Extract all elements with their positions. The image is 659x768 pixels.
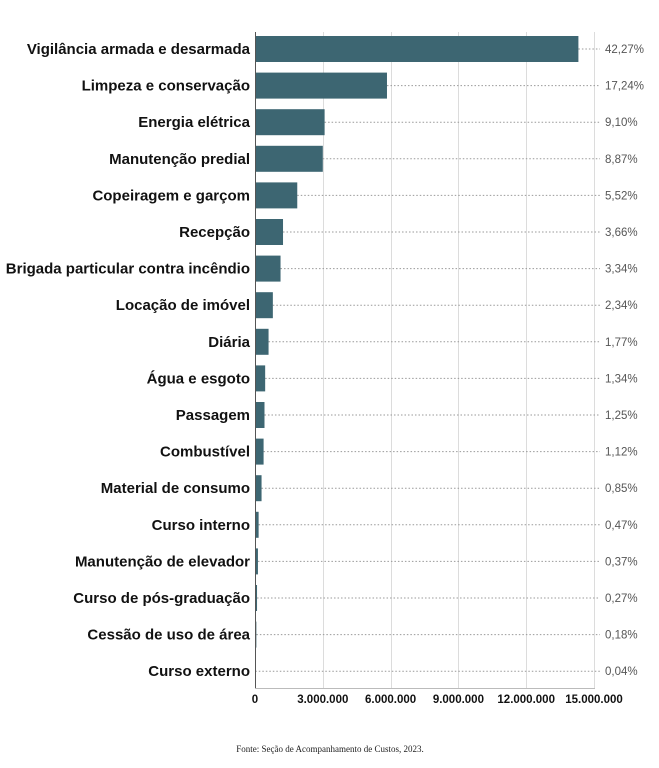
data-label: 17,24% — [605, 81, 644, 93]
category-label: Vigilância armada e desarmada — [27, 41, 251, 58]
category-label: Brigada particular contra incêndio — [6, 261, 250, 278]
data-label: 1,12% — [605, 447, 638, 459]
bar — [255, 548, 258, 575]
data-label: 1,25% — [605, 410, 638, 422]
bar — [255, 585, 258, 611]
gridlines — [323, 32, 595, 688]
x-tick-label: 15.000.000 — [565, 694, 623, 706]
bar — [255, 328, 269, 355]
category-label: Curso de pós-graduação — [73, 590, 250, 607]
bar — [255, 182, 298, 209]
data-label: 0,85% — [605, 483, 638, 495]
bar — [255, 72, 387, 99]
bar — [255, 475, 262, 502]
x-tick-label: 6.000.000 — [365, 694, 416, 706]
bar — [255, 511, 259, 538]
data-label: 3,66% — [605, 227, 638, 239]
data-label: 0,18% — [605, 630, 638, 642]
category-label: Manutenção de elevador — [75, 553, 250, 570]
bar — [255, 219, 284, 245]
bars: Vigilância armada e desarmada 42,27% Limpe… — [6, 36, 644, 685]
category-label: Curso interno — [152, 517, 250, 534]
data-label: 1,34% — [605, 373, 638, 385]
data-label: 42,27% — [605, 44, 644, 56]
bar — [255, 292, 273, 319]
data-label: 5,52% — [605, 190, 638, 202]
data-label: 0,04% — [605, 666, 638, 678]
bar — [255, 145, 323, 172]
category-label: Locação de imóvel — [116, 297, 250, 314]
data-label: 0,37% — [605, 556, 638, 568]
data-label: 8,87% — [605, 154, 638, 166]
category-label: Limpeza e conservação — [82, 78, 250, 95]
x-tick-label: 9.000.000 — [433, 694, 484, 706]
x-tick-labels: 0 3.000.000 6.000.000 9.000.000 12.000.000 15… — [252, 694, 623, 706]
source-note: Fonte: Seção de Acompanhamento de Custos… — [236, 744, 423, 754]
category-label: Água e esgoto — [147, 370, 250, 387]
category-label: Passagem — [176, 407, 250, 424]
bar — [255, 438, 264, 465]
bar — [255, 402, 265, 428]
data-label: 3,34% — [605, 264, 638, 276]
category-label: Curso externo — [148, 663, 250, 680]
bar — [255, 365, 266, 392]
x-tick-label: 12.000.000 — [497, 694, 555, 706]
bar — [255, 255, 281, 282]
data-label: 9,10% — [605, 117, 638, 129]
category-label: Copeiragem e garçom — [92, 187, 250, 204]
x-tick-label: 3.000.000 — [297, 694, 348, 706]
category-label: Combustível — [160, 444, 250, 461]
bar — [255, 36, 579, 62]
data-label: 1,77% — [605, 337, 638, 349]
category-label: Material de consumo — [101, 480, 250, 497]
category-label: Recepção — [179, 224, 250, 241]
x-tick-label: 0 — [252, 694, 258, 706]
data-label: 2,34% — [605, 300, 638, 312]
category-label: Diária — [208, 334, 250, 351]
category-label: Manutenção predial — [109, 151, 250, 168]
data-label: 0,27% — [605, 593, 638, 605]
data-label: 0,47% — [605, 520, 638, 532]
bar — [255, 109, 325, 136]
category-label: Energia elétrica — [138, 114, 250, 131]
category-label: Cessão de uso de área — [87, 627, 250, 644]
